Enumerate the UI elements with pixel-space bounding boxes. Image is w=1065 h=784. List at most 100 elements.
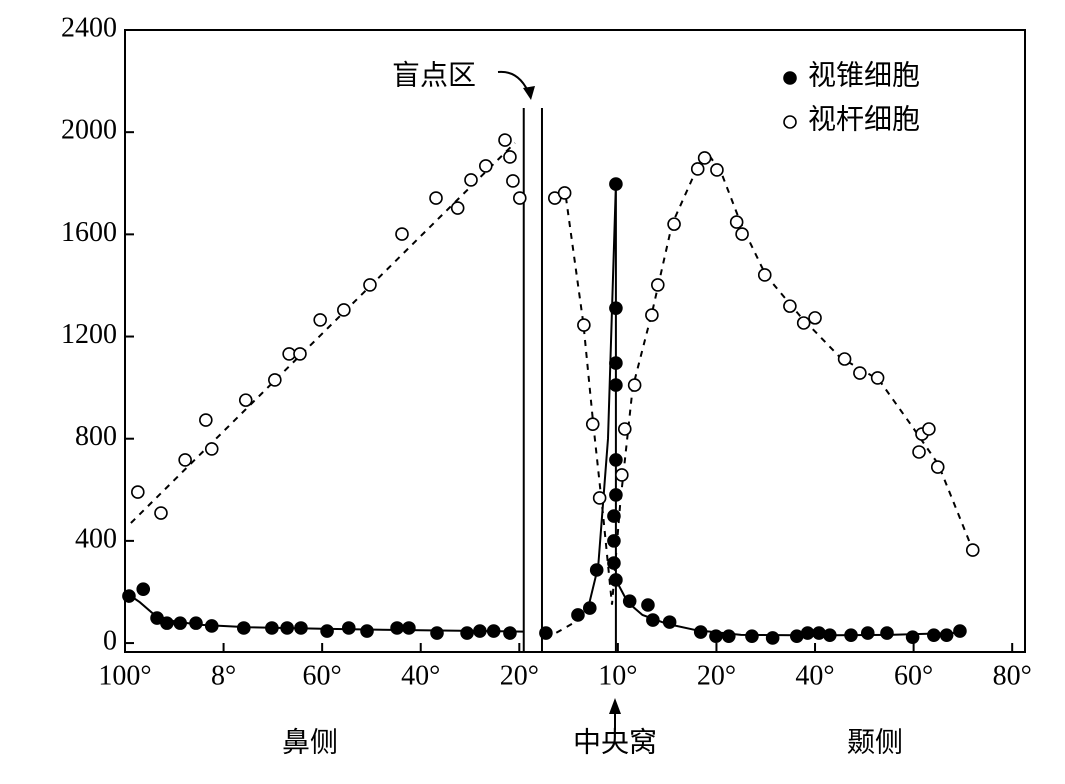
data-point — [429, 191, 443, 205]
y-tick-label: 2400 — [61, 12, 117, 43]
data-point — [473, 624, 487, 638]
data-point — [796, 316, 811, 330]
data-point — [609, 453, 623, 467]
data-point — [735, 227, 749, 241]
data-point — [860, 626, 875, 640]
data-point — [607, 534, 621, 548]
y-tick-label: 1600 — [61, 217, 117, 248]
y-tick-label: 2000 — [61, 115, 117, 146]
data-point — [539, 626, 553, 640]
data-point — [922, 422, 936, 436]
data-point — [607, 556, 621, 570]
data-point — [609, 356, 623, 370]
data-point — [464, 173, 478, 187]
data-point — [503, 150, 517, 164]
data-point — [939, 628, 954, 642]
x-tick-label: 80° — [993, 660, 1032, 691]
data-point — [880, 626, 894, 640]
data-point — [609, 573, 623, 587]
data-point — [585, 417, 600, 431]
data-point — [430, 626, 444, 640]
data-point — [478, 159, 493, 173]
data-point — [337, 303, 351, 317]
data-point — [609, 177, 623, 191]
fit-line — [587, 183, 617, 652]
data-point — [615, 468, 629, 482]
data-point — [460, 626, 474, 640]
data-point — [609, 301, 623, 315]
blind-spot-arrow — [497, 70, 531, 97]
data-point — [627, 378, 642, 392]
data-point — [390, 621, 404, 635]
data-point — [609, 488, 623, 502]
data-point — [823, 628, 837, 642]
data-point — [837, 352, 852, 366]
data-point — [646, 613, 660, 627]
data-point — [402, 621, 416, 635]
data-point — [800, 626, 815, 640]
data-point — [589, 563, 604, 577]
plot-frame — [124, 29, 1026, 653]
data-point — [154, 506, 168, 520]
data-point — [204, 619, 219, 633]
data-point — [577, 318, 591, 332]
data-point — [160, 616, 174, 630]
data-point — [238, 393, 253, 407]
data-point — [729, 215, 744, 229]
data-point — [486, 624, 501, 638]
data-point — [199, 413, 213, 427]
data-point — [930, 460, 945, 474]
x-tick-label: 20° — [697, 660, 736, 691]
data-point — [709, 629, 723, 643]
legend-label: 视杆细胞 — [808, 103, 920, 135]
data-point — [870, 371, 885, 385]
data-point — [757, 268, 772, 282]
data-point — [498, 133, 512, 147]
blind-spot-label: 盲点区 — [392, 59, 476, 91]
y-tick-label: 400 — [75, 523, 117, 554]
data-point — [609, 378, 623, 392]
fovea-arrowhead — [609, 698, 621, 714]
data-point — [905, 630, 920, 644]
x-tick-label: 40° — [795, 660, 834, 691]
data-point — [912, 445, 926, 459]
data-point — [783, 299, 797, 313]
x-tick-label: 20° — [500, 660, 539, 691]
data-point — [265, 621, 279, 635]
data-point — [293, 347, 307, 361]
data-point — [557, 186, 572, 200]
data-point — [617, 422, 632, 436]
data-point — [645, 308, 659, 322]
data-point — [592, 491, 607, 505]
data-point — [131, 485, 145, 499]
data-point — [812, 626, 826, 640]
data-point — [320, 624, 334, 638]
data-point — [641, 598, 655, 612]
data-point — [571, 608, 585, 622]
data-point — [651, 278, 665, 292]
data-point — [745, 629, 759, 643]
data-point — [765, 631, 780, 645]
data-point — [710, 163, 724, 177]
nasal-label: 鼻侧 — [282, 726, 338, 758]
data-point — [450, 201, 465, 215]
data-point — [204, 442, 219, 456]
blind-spot-arrowhead — [523, 86, 535, 100]
data-point — [927, 628, 941, 642]
data-point — [280, 621, 294, 635]
x-tick-label: 60° — [303, 660, 342, 691]
data-point — [360, 624, 374, 638]
data-point — [178, 453, 192, 467]
data-point — [844, 628, 858, 642]
data-point — [690, 162, 705, 176]
data-point — [953, 624, 967, 638]
data-point — [506, 174, 520, 188]
data-point — [122, 589, 136, 603]
fovea-label: 中央窝 — [573, 726, 657, 758]
data-point — [721, 629, 736, 643]
data-point — [582, 601, 597, 615]
legend-marker — [783, 115, 797, 129]
data-point — [341, 621, 356, 635]
data-point — [363, 278, 377, 292]
